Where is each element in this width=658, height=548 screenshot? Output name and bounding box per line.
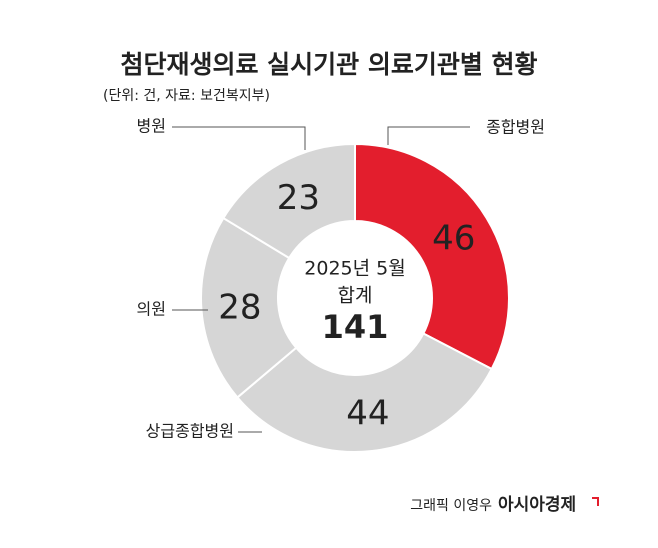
donut <box>200 142 510 453</box>
chart-title: 첨단재생의료 실시기관 의료기관별 현황 <box>120 50 537 79</box>
center-label: 2025년 5월 <box>304 258 405 280</box>
slice <box>222 142 356 260</box>
slice <box>354 142 510 371</box>
leader-line <box>172 126 306 150</box>
value-label: 23 <box>277 178 320 218</box>
slice <box>235 332 494 453</box>
value-label: 44 <box>346 393 389 433</box>
slice <box>200 216 298 399</box>
category-label: 병원 <box>137 117 166 136</box>
center-label: 합계 <box>338 285 373 307</box>
category-label: 상급종합병원 <box>146 422 234 441</box>
value-label: 28 <box>218 287 261 327</box>
category-label: 의원 <box>137 300 166 319</box>
logo-mark <box>592 497 599 506</box>
source-logo: 아시아경제 <box>498 495 576 515</box>
value-label: 46 <box>432 219 475 259</box>
leader-line <box>387 126 470 145</box>
center-total: 141 <box>322 308 389 346</box>
chart-subtitle: (단위: 건, 자료: 보건복지부) <box>103 88 270 104</box>
credit: 그래픽 이영우 <box>410 498 492 514</box>
category-label: 종합병원 <box>486 118 545 137</box>
